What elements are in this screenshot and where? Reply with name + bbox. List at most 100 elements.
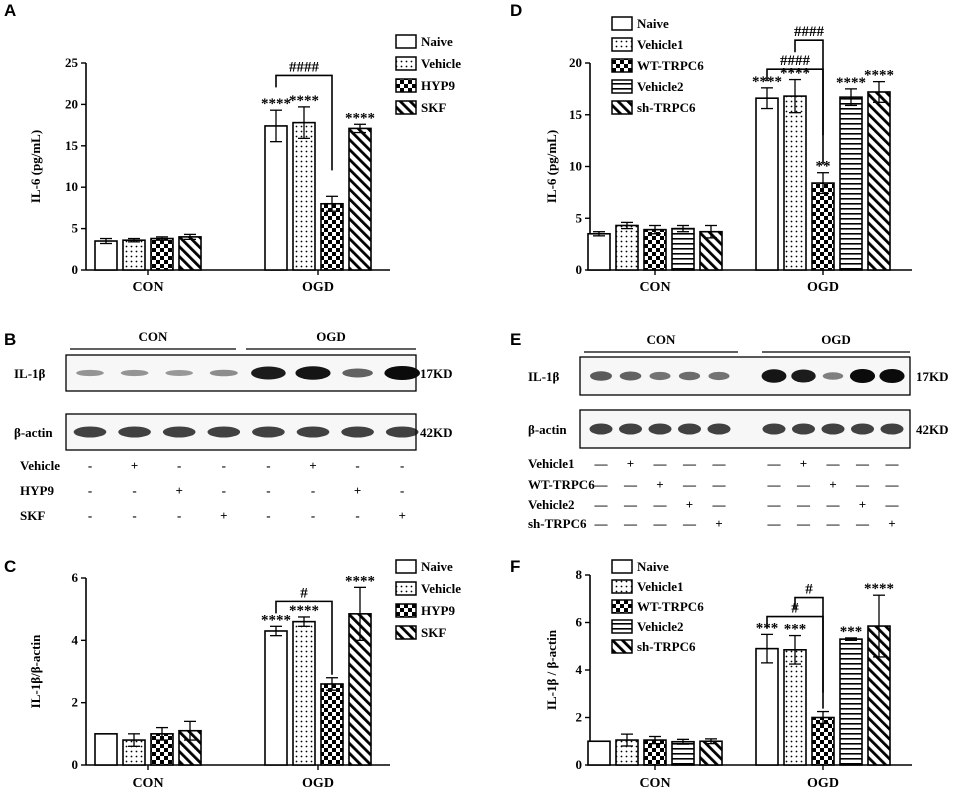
treatment-mark: -: [132, 483, 136, 498]
treatment-mark: +: [131, 458, 138, 473]
treatment-mark: -: [311, 483, 315, 498]
treatment-mark: -: [400, 483, 404, 498]
comparison-bracket: [794, 596, 824, 693]
treatment-mark: -: [266, 508, 270, 523]
blot-band: [822, 372, 844, 380]
treatment-mark: -: [311, 508, 315, 523]
treatment-mark: —: [682, 477, 697, 492]
treatment-mark: +: [627, 456, 634, 471]
blot-band: [118, 426, 151, 438]
treatment-mark: —: [682, 456, 697, 471]
y-tick-label: 20: [65, 96, 78, 111]
bar: [264, 125, 288, 271]
bar: [783, 649, 807, 766]
category-label: CON: [132, 776, 163, 791]
significance-label: **: [816, 159, 831, 175]
blot-band: [296, 426, 330, 438]
panel-label-d: D: [510, 1, 522, 20]
blot-band: [649, 371, 671, 381]
legend-label: Naive: [421, 559, 453, 574]
blot-band: [341, 426, 374, 438]
legend-label: Vehicle: [421, 581, 461, 596]
bar: [839, 96, 863, 271]
treatment-mark: -: [355, 508, 359, 523]
legend-swatch: [395, 56, 417, 71]
treatment-mark: -: [400, 458, 404, 473]
treatment-mark: +: [656, 477, 663, 492]
bar: [811, 182, 835, 271]
blot-band: [677, 423, 702, 435]
legend-label: Vehicle1: [637, 579, 683, 594]
blot-band: [879, 369, 905, 383]
treatment-label: WT-TRPC6: [528, 477, 595, 492]
legend-swatch: [611, 639, 633, 654]
blot-band: [762, 423, 786, 435]
significance-label: ****: [289, 93, 319, 109]
blot-band: [165, 370, 193, 376]
blot-row-label: IL-1β: [528, 369, 560, 384]
treatment-mark: —: [594, 516, 609, 531]
blot-size-label: 42KD: [420, 425, 453, 440]
treatment-mark: —: [712, 497, 727, 512]
legend-swatch: [611, 37, 633, 52]
legend-swatch: [611, 599, 633, 614]
legend-label: WT-TRPC6: [637, 58, 704, 73]
bar: [755, 647, 779, 766]
treatment-mark: -: [88, 483, 92, 498]
blot-row-label: β-actin: [528, 422, 567, 437]
y-tick-label: 0: [576, 262, 583, 277]
treatment-mark: +: [354, 483, 361, 498]
treatment-mark: —: [767, 497, 782, 512]
treatment-mark: —: [623, 516, 638, 531]
significance-label: ****: [864, 68, 894, 84]
legend-swatch: [611, 559, 633, 574]
legend-swatch: [611, 579, 633, 594]
panel-label-f: F: [510, 557, 520, 576]
blot-size-label: 17KD: [916, 369, 949, 384]
treatment-mark: +: [686, 497, 693, 512]
significance-label: ****: [864, 581, 894, 597]
category-label: CON: [639, 280, 670, 295]
treatment-mark: -: [177, 508, 181, 523]
blot-band: [849, 369, 876, 383]
treatment-mark: —: [594, 477, 609, 492]
legend-label: Naive: [421, 34, 453, 49]
significance-label: ****: [345, 110, 375, 126]
bar: [94, 733, 118, 766]
treatment-mark: —: [767, 456, 782, 471]
y-tick-label: 0: [576, 757, 583, 772]
treatment-mark: —: [826, 516, 841, 531]
y-tick-label: 6: [576, 615, 583, 630]
bar: [348, 127, 372, 271]
y-tick-label: 4: [72, 632, 79, 647]
significance-label: ****: [261, 96, 291, 112]
treatment-mark: -: [222, 458, 226, 473]
category-label: CON: [639, 776, 670, 791]
blot-band: [120, 369, 149, 377]
bar: [615, 224, 639, 271]
category-label: OGD: [807, 280, 839, 295]
treatment-mark: -: [177, 458, 181, 473]
y-axis-label: IL-1β / β-actin: [544, 629, 559, 710]
bar: [292, 121, 316, 271]
treatment-label: SKF: [20, 508, 45, 523]
treatment-mark: -: [266, 458, 270, 473]
treatment-mark: -: [266, 483, 270, 498]
blot-band: [384, 366, 421, 380]
treatment-mark: —: [767, 477, 782, 492]
treatment-mark: -: [132, 508, 136, 523]
blot-band: [618, 423, 643, 435]
blot-row-label: IL-1β: [14, 366, 46, 381]
comparison-label: ####: [794, 24, 825, 40]
y-tick-label: 0: [72, 757, 79, 772]
treatment-mark: -: [88, 458, 92, 473]
category-label: CON: [132, 280, 163, 295]
treatment-label: Vehicle1: [528, 456, 574, 471]
y-tick-label: 15: [65, 138, 79, 153]
legend-label: Vehicle2: [637, 79, 683, 94]
blot-band: [162, 426, 196, 438]
treatment-mark: —: [623, 497, 638, 512]
